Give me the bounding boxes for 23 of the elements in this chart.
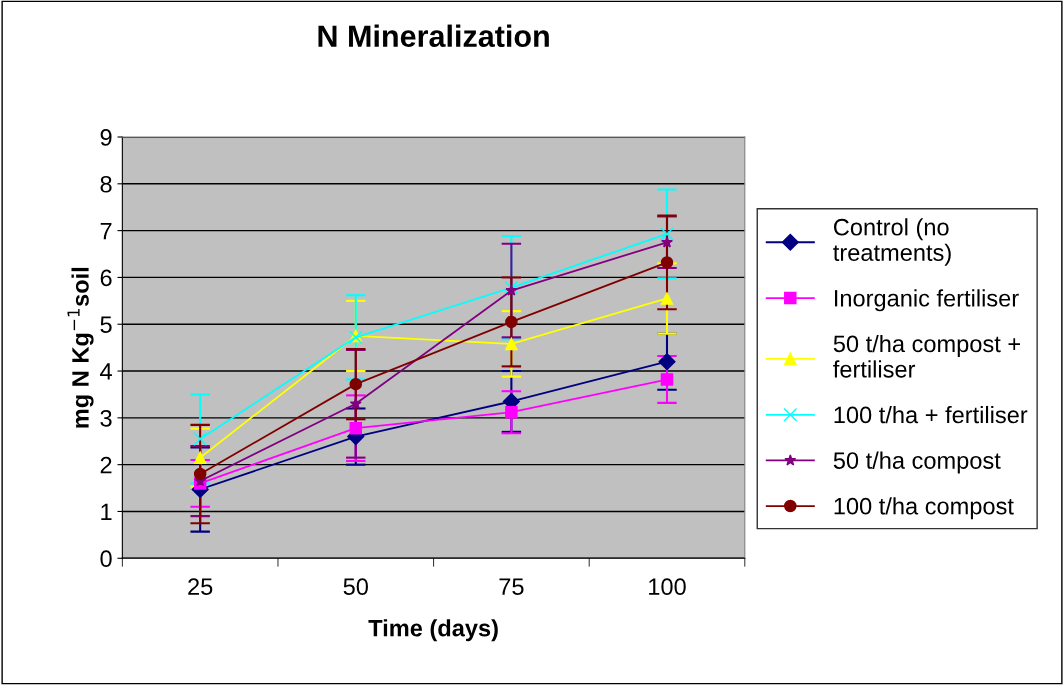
y-tick-label: 2: [100, 456, 112, 474]
x-tick-label: 25: [188, 578, 213, 596]
x-axis-title: Time (days): [368, 619, 498, 642]
y-tick-label: 1: [101, 503, 112, 521]
legend-label: 100 t/ha + fertiliser: [834, 405, 1028, 424]
y-tick-label: 9: [100, 129, 112, 146]
y-axis-title: mg N Kg$^{−1}$soil: [67, 267, 94, 428]
x-tick-label: 100: [649, 578, 686, 596]
y-tick-label: 5: [100, 316, 112, 334]
y-tick-label: 3: [100, 409, 112, 427]
legend-label: Control (no treatments): [833, 218, 951, 266]
x-tick-label: 50: [343, 578, 368, 596]
y-tick-label: 4: [100, 363, 112, 380]
y-tick-label: 8: [100, 175, 112, 193]
chart-title: N Mineralization: [318, 24, 549, 48]
y-tick-label: 6: [100, 269, 112, 287]
y-tick-label: 0: [100, 550, 112, 568]
legend-label: 50 t/ha compost + fertiliser: [833, 334, 1020, 378]
y-tick-label: 7: [100, 222, 112, 240]
legend-label: 100 t/ha compost: [834, 497, 1014, 520]
legend-label: Inorganic fertiliser: [834, 289, 1019, 312]
x-tick-label: 75: [499, 578, 524, 596]
legend-label: 50 t/ha compost: [833, 451, 1001, 474]
